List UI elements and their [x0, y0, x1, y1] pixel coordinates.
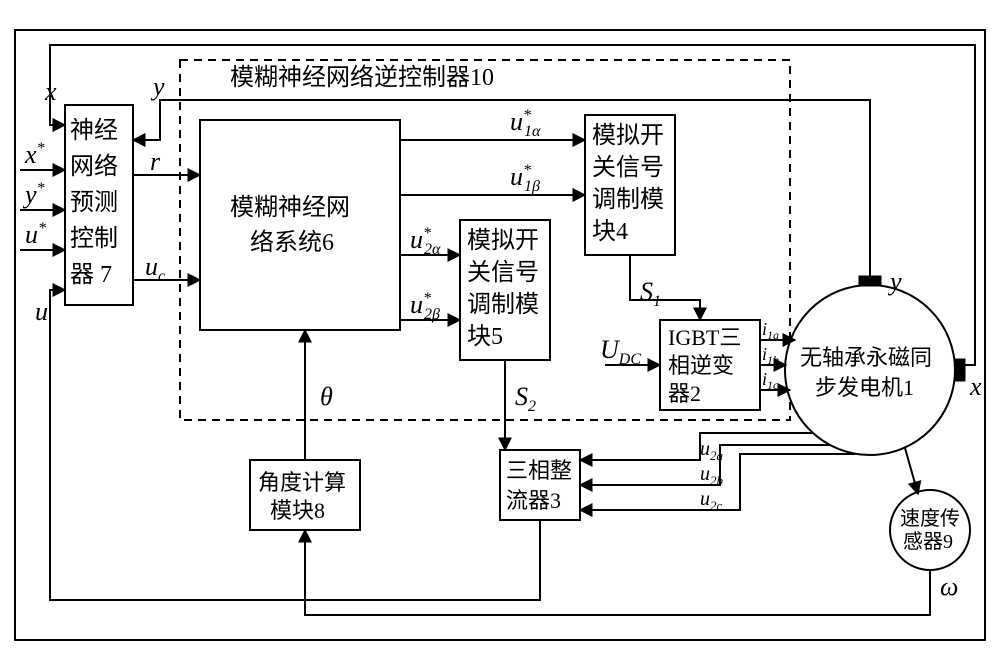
- rectifier-3-line1: 三相整: [506, 458, 572, 483]
- x-sensor-bar: [955, 359, 965, 381]
- y-output-label: y: [887, 267, 902, 296]
- angle-module-8-line2: 模块8: [270, 498, 325, 523]
- modulator-5-line2: 关信号: [467, 259, 539, 286]
- igbt-inverter-2-line2: 相逆变: [668, 353, 734, 378]
- speed-sensor-9-line1: 速度传: [900, 507, 960, 530]
- modulator-4-line2: 关信号: [592, 154, 664, 181]
- angle-module-8-line1: 角度计算: [258, 470, 346, 495]
- y-sensor-bar: [859, 276, 881, 286]
- x-feedback-label: x: [44, 77, 57, 106]
- modulator-4-line1: 模拟开: [592, 122, 664, 149]
- predictor-7-line4: 控制: [70, 225, 118, 252]
- speed-sensor-9: [890, 490, 970, 570]
- modulator-5-line1: 模拟开: [467, 227, 539, 254]
- predictor-7-line5: 器 7: [70, 262, 112, 288]
- motor-1-line1: 无轴承永磁同: [800, 345, 932, 370]
- inverse-controller-10-label: 模糊神经网络逆控制器10: [230, 64, 494, 91]
- igbt-inverter-2-line3: 器2: [668, 381, 701, 406]
- fuzzy-system-6-line2: 络系统6: [250, 229, 334, 256]
- rectifier-3-line2: 流器3: [506, 488, 561, 513]
- modulator-5-line3: 调制模: [467, 291, 539, 318]
- modulator-4-line3: 调制模: [592, 186, 664, 213]
- y-feedback-label: y: [150, 72, 165, 101]
- predictor-7-line3: 预测: [70, 189, 118, 216]
- theta-label: θ: [320, 382, 333, 411]
- motor-1-line2: 步发电机1: [815, 375, 914, 400]
- motor-1: [785, 285, 955, 455]
- modulator-5-line4: 块5: [467, 323, 503, 350]
- omega-label: ω: [940, 572, 958, 601]
- fuzzy-system-6: [200, 120, 400, 330]
- modulator-4-line4: 块4: [592, 218, 628, 245]
- speed-sensor-9-line2: 感器9: [903, 530, 953, 553]
- r-label: r: [150, 147, 161, 176]
- predictor-7-line1: 神经: [70, 117, 118, 144]
- u-feedback-label: u: [35, 297, 48, 326]
- predictor-7-line2: 网络: [70, 153, 118, 180]
- fuzzy-system-6-line1: 模糊神经网: [230, 194, 350, 221]
- x-output-label: x: [969, 372, 982, 401]
- igbt-inverter-2-line1: IGBT三: [668, 325, 741, 350]
